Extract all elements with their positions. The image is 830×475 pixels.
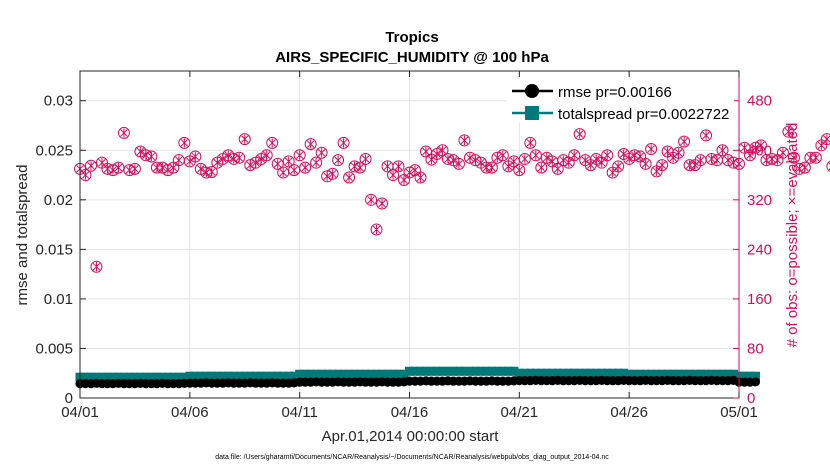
left-y-tick-label: 0.025 (35, 142, 73, 159)
left-y-axis-ticks: 0 0.005 0.01 0.015 0.02 0.025 0.03 (35, 93, 86, 407)
right-y-tick-label: 240 (747, 241, 772, 258)
rmse-point (751, 377, 760, 386)
left-y-tick-label: 0 (65, 390, 73, 407)
right-y-tick-label: 80 (747, 340, 764, 357)
left-y-tick-label: 0.005 (35, 340, 73, 357)
legend: rmse pr=0.00166 totalspread pr=0.0022722 (506, 77, 734, 123)
x-tick-label: 04/11 (281, 404, 317, 421)
x-axis-label: Apr.01,2014 00:00:00 start (322, 428, 500, 445)
chart-title: Tropics (385, 29, 438, 46)
right-y-tick-label: 320 (747, 192, 772, 209)
left-y-tick-label: 0.03 (44, 93, 73, 110)
right-y-tick-label: 480 (747, 93, 772, 110)
right-y-axis-label: # of obs: o=possible; ×=evaluated (784, 123, 801, 348)
legend-rmse-marker (525, 84, 539, 98)
left-y-tick-label: 0.015 (35, 241, 73, 258)
left-y-tick-label: 0.02 (44, 192, 73, 209)
legend-rmse-label: rmse pr=0.00166 (558, 84, 672, 101)
x-tick-label: 04/06 (171, 404, 209, 421)
x-tick-label: 04/26 (610, 404, 648, 421)
right-y-tick-label: 0 (747, 390, 755, 407)
legend-totalspread-marker (525, 106, 539, 120)
x-tick-label: 04/16 (391, 404, 429, 421)
obs-possible-marker (821, 134, 830, 145)
right-y-tick-label: 160 (747, 291, 772, 308)
right-y-tick-label: 400 (747, 142, 772, 159)
legend-totalspread-label: totalspread pr=0.0022722 (558, 106, 729, 123)
left-y-axis-label: rmse and totalspread (14, 165, 31, 306)
x-tick-label: 04/21 (501, 404, 539, 421)
footnote: data file: /Users/gharamti/Documents/NCA… (215, 454, 609, 461)
chart-subtitle: AIRS_SPECIFIC_HUMIDITY @ 100 hPa (275, 49, 549, 66)
left-y-tick-label: 0.01 (44, 291, 73, 308)
